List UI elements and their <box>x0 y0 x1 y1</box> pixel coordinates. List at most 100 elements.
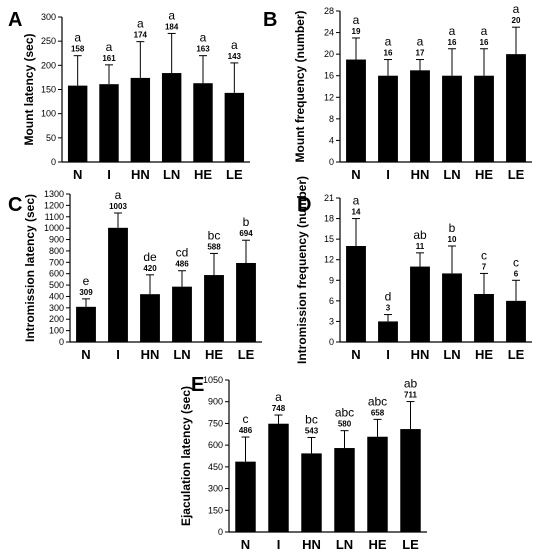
bar <box>506 54 526 163</box>
x-tick-label: I <box>116 347 120 362</box>
significance-letter: a <box>74 31 81 45</box>
x-tick-label: LN <box>443 347 460 362</box>
x-tick-label: N <box>73 167 82 182</box>
x-tick-label: LE <box>226 167 243 182</box>
bar <box>378 75 398 162</box>
bar <box>67 85 88 162</box>
panel-letter: E <box>191 374 204 396</box>
significance-letter: a <box>231 38 238 52</box>
data-label: 309 <box>79 288 93 297</box>
data-label: 20 <box>512 16 521 25</box>
y-tick-label: 1200 <box>44 200 64 210</box>
y-tick-label: 150 <box>41 85 56 95</box>
y-tick-label: 900 <box>208 397 223 407</box>
bar <box>204 275 224 342</box>
bar <box>140 294 160 342</box>
x-tick-label: HN <box>131 167 150 182</box>
x-tick-label: HE <box>475 167 493 182</box>
significance-letter: cd <box>176 246 189 260</box>
y-tick-label: 100 <box>49 326 64 336</box>
bar <box>236 262 256 342</box>
y-axis-label: Ejaculation latency (sec) <box>179 386 193 526</box>
bar <box>268 423 289 532</box>
significance-letter: b <box>243 215 250 229</box>
x-tick-label: HE <box>475 347 493 362</box>
significance-letter: a <box>168 8 175 22</box>
data-label: 163 <box>196 45 210 54</box>
significance-letter: b <box>449 221 456 235</box>
x-tick-label: I <box>386 347 390 362</box>
significance-letter: a <box>106 40 113 54</box>
bar <box>172 286 192 342</box>
y-axis-label: Mount frequency (number) <box>293 10 307 162</box>
x-tick-label: HN <box>411 167 430 182</box>
y-tick-label: 15 <box>324 234 334 244</box>
x-tick-label: LE <box>508 347 525 362</box>
data-label: 158 <box>71 45 85 54</box>
data-label: 7 <box>482 262 487 271</box>
y-tick-label: 50 <box>46 133 56 143</box>
y-tick-label: 18 <box>324 214 334 224</box>
x-tick-label: LN <box>443 167 460 182</box>
y-tick-label: 150 <box>208 505 223 515</box>
x-tick-label: LN <box>163 167 180 182</box>
significance-letter: a <box>353 194 360 208</box>
significance-letter: c <box>513 255 519 269</box>
significance-letter: a <box>385 35 392 49</box>
y-tick-label: 24 <box>324 28 334 38</box>
x-tick-label: LE <box>508 167 525 182</box>
y-tick-label: 0 <box>218 527 223 537</box>
data-label: 10 <box>448 235 457 244</box>
x-tick-label: I <box>386 167 390 182</box>
data-label: 3 <box>386 304 391 313</box>
data-label: 711 <box>404 391 417 400</box>
significance-letter: a <box>137 17 144 31</box>
data-label: 11 <box>416 242 425 251</box>
y-tick-label: 3 <box>329 316 334 326</box>
y-tick-label: 300 <box>41 12 56 22</box>
significance-letter: a <box>115 188 122 202</box>
bar <box>76 306 96 342</box>
data-label: 14 <box>352 208 361 217</box>
y-tick-label: 300 <box>49 303 64 313</box>
x-tick-label: HN <box>141 347 160 362</box>
y-tick-label: 28 <box>324 6 334 16</box>
y-axis-label: Intromission latency (sec) <box>23 194 37 342</box>
y-tick-label: 100 <box>41 109 56 119</box>
bar <box>442 75 462 162</box>
y-tick-label: 900 <box>49 235 64 245</box>
significance-letter: d <box>385 290 392 304</box>
significance-letter: ab <box>404 377 418 391</box>
y-tick-label: 8 <box>329 114 334 124</box>
y-tick-label: 0 <box>329 157 334 167</box>
data-label: 6 <box>514 269 519 278</box>
y-tick-label: 800 <box>49 246 64 256</box>
bar <box>474 294 494 342</box>
bar <box>193 83 213 162</box>
significance-letter: bc <box>305 412 318 426</box>
y-tick-label: 600 <box>208 440 223 450</box>
y-tick-label: 1050 <box>203 375 223 385</box>
y-tick-label: 6 <box>329 296 334 306</box>
data-label: 543 <box>305 426 319 435</box>
x-tick-label: N <box>81 347 90 362</box>
y-tick-label: 450 <box>208 462 223 472</box>
significance-letter: bc <box>208 228 221 242</box>
bar <box>130 77 151 162</box>
y-tick-label: 12 <box>324 92 334 102</box>
bar <box>108 227 128 342</box>
bar <box>506 300 526 342</box>
x-tick-label: I <box>107 167 111 182</box>
bar <box>442 273 462 342</box>
x-tick-label: LN <box>173 347 190 362</box>
data-label: 658 <box>371 408 385 417</box>
x-tick-label: LE <box>402 537 419 549</box>
significance-letter: a <box>513 2 520 16</box>
x-tick-label: HE <box>368 537 386 549</box>
data-label: 16 <box>448 38 457 47</box>
y-tick-label: 0 <box>51 157 56 167</box>
y-tick-label: 300 <box>208 484 223 494</box>
y-tick-label: 12 <box>324 255 334 265</box>
significance-letter: a <box>481 24 488 38</box>
bar <box>346 246 366 342</box>
